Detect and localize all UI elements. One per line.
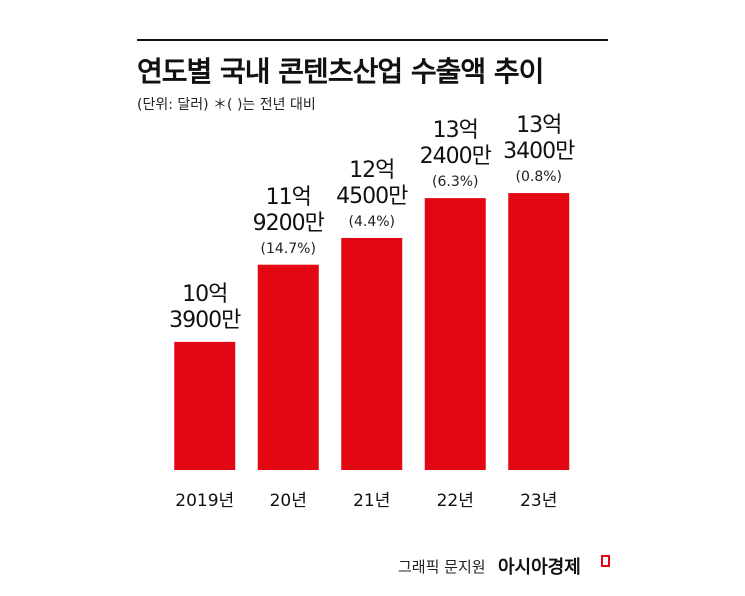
bar xyxy=(341,237,403,470)
growth-label: (14.7%) xyxy=(260,240,316,257)
x-tick-label: 21년 xyxy=(353,491,391,511)
value-label: 13억 3400만 xyxy=(503,113,575,165)
growth-label: (0.8%) xyxy=(515,169,563,186)
value-label: 13억 2400만 xyxy=(419,118,492,170)
value-label: 11억 9200만 xyxy=(252,184,325,236)
bar xyxy=(257,264,319,470)
x-tick-label: 23년 xyxy=(520,491,558,511)
credit: 그래픽 문지원 xyxy=(398,558,486,576)
publisher: 아시아경제 xyxy=(498,557,581,578)
growth-label: (6.3%) xyxy=(432,174,479,191)
x-tick-label: 20년 xyxy=(269,491,307,511)
chart-subtitle: (단위: 달러) ＊( )는 전년 대비 xyxy=(137,97,316,113)
value-label: 12억 4500만 xyxy=(336,157,408,209)
value-label: 10억 3900만 xyxy=(169,281,241,333)
bar xyxy=(508,193,570,470)
chart-title: 연도별 국내 콘텐츠산업 수출액 추이 xyxy=(137,55,544,88)
bar xyxy=(174,341,236,470)
growth-label: (4.4%) xyxy=(348,213,396,230)
bar xyxy=(424,198,486,470)
x-tick-label: 2019년 xyxy=(175,491,235,511)
logo-mark xyxy=(601,555,610,567)
x-tick-label: 22년 xyxy=(436,491,474,511)
